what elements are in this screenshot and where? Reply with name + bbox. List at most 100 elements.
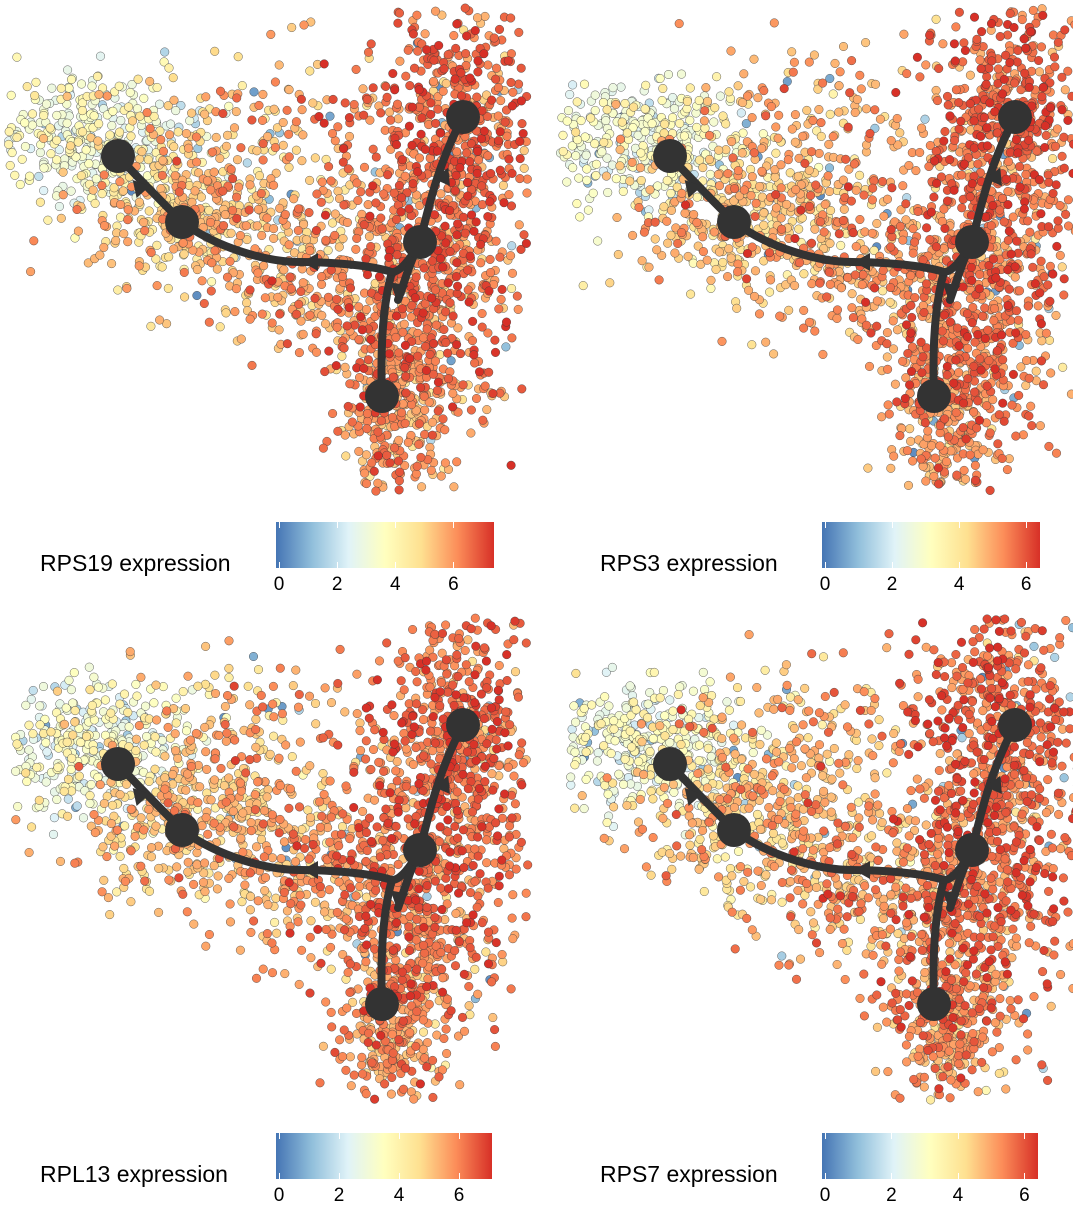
- cell-point: [1013, 148, 1023, 158]
- cell-point: [179, 267, 189, 277]
- cell-point: [836, 240, 846, 250]
- cell-point: [967, 275, 977, 285]
- cell-point: [974, 284, 984, 294]
- cell-point: [504, 154, 514, 164]
- cell-point: [773, 133, 783, 143]
- cell-point: [354, 446, 364, 456]
- cell-point: [125, 87, 135, 97]
- cell-point: [362, 94, 372, 104]
- cell-point: [393, 99, 403, 109]
- cell-point: [640, 104, 650, 114]
- cell-point: [1044, 222, 1054, 232]
- cell-point: [872, 321, 882, 331]
- colorbar-tick-label: 2: [331, 574, 343, 595]
- cell-point: [959, 38, 969, 48]
- cell-point: [709, 227, 719, 237]
- cell-point: [724, 87, 734, 97]
- cell-point: [429, 339, 439, 349]
- cell-point: [931, 85, 941, 95]
- cell-point: [449, 31, 459, 41]
- cell-point: [814, 148, 824, 158]
- cell-point: [89, 111, 99, 121]
- cell-point: [938, 336, 948, 346]
- cell-point: [886, 242, 896, 252]
- cell-point: [793, 171, 803, 181]
- cell-point: [465, 251, 475, 261]
- cell-point: [965, 70, 975, 80]
- cell-point: [1021, 169, 1031, 179]
- cell-point: [1005, 58, 1015, 68]
- cell-point: [645, 185, 655, 195]
- cell-point: [441, 307, 451, 317]
- cell-point: [581, 150, 591, 160]
- cell-point: [206, 286, 216, 296]
- cell-point: [485, 254, 495, 264]
- cell-point: [76, 79, 86, 89]
- cell-point: [676, 228, 686, 238]
- cell-point: [319, 59, 329, 69]
- cell-point: [105, 130, 115, 140]
- cell-point: [615, 134, 625, 144]
- cell-point: [679, 131, 689, 141]
- cell-point: [359, 110, 369, 120]
- cell-point: [94, 89, 104, 99]
- cell-point: [17, 154, 27, 164]
- cell-point: [247, 115, 257, 125]
- cell-point: [507, 168, 517, 178]
- cell-point: [191, 132, 201, 142]
- cell-point: [441, 338, 451, 348]
- cell-point: [424, 397, 434, 407]
- cell-point: [210, 246, 220, 256]
- cell-point: [973, 396, 983, 406]
- cell-point: [407, 102, 417, 112]
- cell-point: [601, 171, 611, 181]
- cell-point: [1050, 52, 1060, 62]
- cell-point: [451, 170, 461, 180]
- cell-point: [270, 143, 280, 153]
- cell-point: [1061, 209, 1071, 219]
- cell-point: [332, 294, 342, 304]
- cell-point: [360, 468, 370, 478]
- cell-point: [451, 43, 461, 53]
- cell-point: [1044, 441, 1054, 451]
- cell-point: [872, 296, 882, 306]
- cell-point: [940, 223, 950, 233]
- cell-point: [515, 174, 525, 184]
- cell-point: [207, 258, 217, 268]
- cell-point: [441, 78, 451, 88]
- cell-point: [771, 148, 781, 158]
- cell-point: [507, 284, 517, 294]
- cell-point: [127, 116, 137, 126]
- cell-point: [20, 118, 30, 128]
- cell-point: [158, 155, 168, 165]
- cell-point: [670, 248, 680, 258]
- cell-point: [28, 109, 38, 119]
- cell-point: [493, 83, 503, 93]
- colorbar-tick-label: 4: [389, 574, 401, 595]
- cell-point: [321, 319, 331, 329]
- cell-point: [416, 452, 426, 462]
- cell-point: [733, 166, 743, 176]
- cell-point: [732, 303, 742, 313]
- cell-point: [1045, 261, 1055, 271]
- cell-point: [787, 47, 797, 57]
- cell-point: [522, 188, 532, 198]
- cell-point: [921, 60, 931, 70]
- cell-point: [384, 349, 394, 359]
- cell-point: [910, 237, 920, 247]
- cell-point: [858, 270, 868, 280]
- cell-point: [810, 326, 820, 336]
- cell-point: [330, 230, 340, 240]
- cell-point: [156, 184, 166, 194]
- cell-point: [311, 329, 321, 339]
- cell-point: [625, 176, 635, 186]
- cell-point: [989, 316, 999, 326]
- cell-point: [712, 72, 722, 82]
- cell-point: [218, 108, 228, 118]
- cell-point: [502, 317, 512, 327]
- cell-point: [152, 240, 162, 250]
- cell-point: [226, 228, 236, 238]
- trajectory-arrow: [302, 253, 318, 271]
- cell-point: [653, 181, 663, 191]
- cell-point: [192, 157, 202, 167]
